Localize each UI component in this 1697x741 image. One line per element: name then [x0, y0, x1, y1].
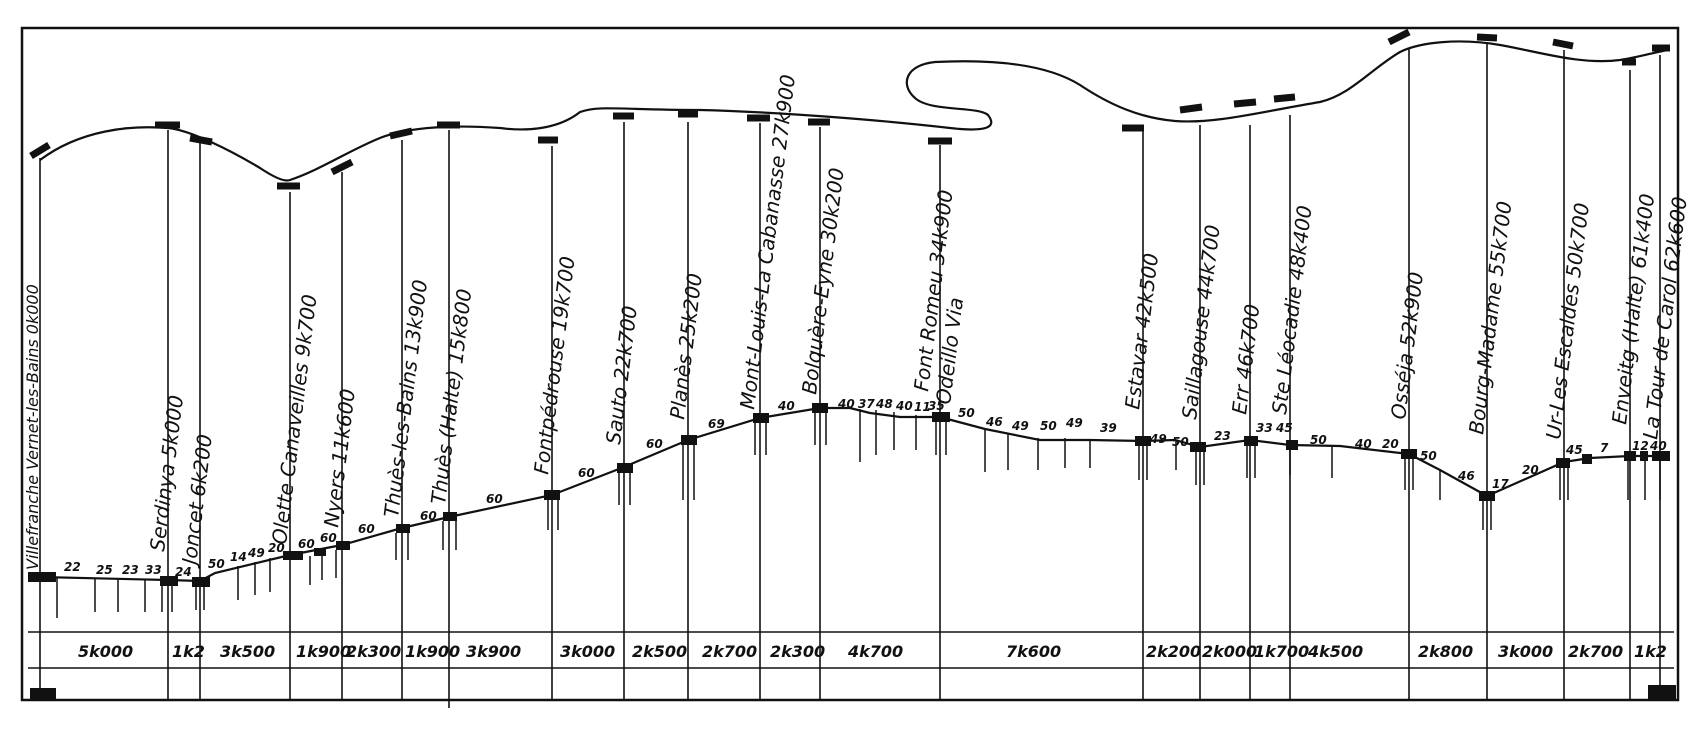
- station-label: Fontpédrouse 19k700: [529, 255, 580, 476]
- gradient-label: 33: [145, 563, 162, 577]
- distance-label: 1k700: [1254, 642, 1309, 661]
- gradient-label: 23: [122, 563, 139, 577]
- station-label: Mont-Louis-La Cabanasse 27k900: [735, 73, 800, 410]
- plan-station-markers: [29, 28, 1670, 190]
- gradient-label: 60: [320, 531, 337, 545]
- station-names: Villefranche Vernet-les-Bains 0k000 Serd…: [23, 73, 1692, 570]
- distance-label: 4k700: [847, 642, 903, 661]
- gradient-label: 22: [64, 560, 81, 574]
- gradient-label: 20: [268, 541, 285, 555]
- gradient-label: 49: [1065, 416, 1083, 430]
- gradient-label: 40: [1354, 437, 1372, 451]
- gradient-label: 49: [247, 546, 265, 560]
- gradient-label: 46: [1457, 469, 1475, 483]
- gradient-label: 48: [875, 397, 893, 411]
- station-label: Thuès-les-Bains 13k900: [379, 278, 432, 518]
- gradient-label: 40: [1649, 439, 1667, 453]
- station-label: Nyers 11k600: [319, 387, 360, 528]
- distance-label: 4k500: [1307, 642, 1363, 661]
- station-verticals: [39, 42, 1661, 708]
- gradient-label: 49: [1149, 432, 1167, 446]
- distance-label: 2k300: [346, 642, 401, 661]
- gradient-label: 45: [1565, 443, 1583, 457]
- gradient-label: 60: [358, 522, 375, 536]
- gradient-label: 40: [837, 397, 855, 411]
- gradient-label: 23: [1214, 429, 1231, 443]
- gradient-label: 50: [958, 406, 975, 420]
- gradient-labels: 22 25 23 33 24 50 14 49 20 60 60 60 60 6…: [64, 397, 1667, 579]
- gradient-label: 50: [1040, 419, 1057, 433]
- gradient-label: 40: [777, 399, 795, 413]
- distance-label: 3k500: [220, 642, 275, 661]
- gradient-label: 14: [230, 550, 247, 564]
- gradient-label: 33: [1256, 421, 1273, 435]
- distance-label: 1k2: [1634, 642, 1667, 661]
- distance-band: 5k000 1k2 3k500 1k900 2k300 1k900 3k900 …: [78, 642, 1667, 661]
- station-label: Planès 25k200: [665, 272, 707, 421]
- distance-label: 1k2: [172, 642, 205, 661]
- station-label: Estavar 42k500: [1120, 252, 1163, 411]
- station-label: Saillagouse 44k700: [1177, 223, 1225, 420]
- gradient-label: 49: [1011, 419, 1029, 433]
- distance-label: 2k000: [1202, 642, 1257, 661]
- gradient-label: 35: [928, 399, 945, 413]
- distance-label: 5k000: [78, 642, 133, 661]
- distance-label: 2k800: [1418, 642, 1473, 661]
- distance-label: 1k900: [405, 642, 460, 661]
- distance-label: 3k900: [466, 642, 521, 661]
- distance-label: 2k300: [770, 642, 825, 661]
- gradient-label: 50: [1420, 449, 1437, 463]
- station-label: Bolquère-Eyne 30k200: [797, 166, 849, 395]
- gradient-label: 24: [175, 565, 192, 579]
- gradient-label: 60: [420, 509, 437, 523]
- gradient-label: 39: [1100, 421, 1117, 435]
- station-label: Osséja 52k900: [1386, 271, 1428, 421]
- gradient-label: 50: [1172, 435, 1189, 449]
- gradient-label: 50: [1310, 433, 1327, 447]
- gradient-label: 11: [914, 400, 931, 414]
- distance-label: 2k700: [1568, 642, 1623, 661]
- gradient-label: 46: [985, 415, 1003, 429]
- distance-label: 3k000: [560, 642, 615, 661]
- station-label: Thuès (Halte) 15k800: [426, 287, 476, 505]
- gradient-label: 20: [1382, 437, 1399, 451]
- gradient-ticks: [56, 409, 1661, 618]
- distance-label: 1k900: [296, 642, 351, 661]
- gradient-label: 37: [858, 397, 875, 411]
- gradient-label: 17: [1492, 477, 1509, 491]
- gradient-label: 12: [1632, 439, 1649, 453]
- gradient-label: 45: [1275, 421, 1293, 435]
- gradient-label: 50: [208, 557, 225, 571]
- distance-label: 2k500: [632, 642, 687, 661]
- frame: [20, 26, 1680, 702]
- gradient-label: 69: [708, 417, 725, 431]
- station-label: Sauto 22k700: [601, 304, 642, 445]
- distance-label: 2k200: [1146, 642, 1201, 661]
- station-label: Ste Léocadie 48k400: [1267, 204, 1316, 416]
- station-label: Ur-Les Escaldes 50k700: [1541, 201, 1594, 440]
- station-label: Villefranche Vernet-les-Bains 0k000: [23, 284, 42, 570]
- gradient-label: 20: [1522, 463, 1539, 477]
- gradient-label: 25: [96, 563, 113, 577]
- distance-label: 7k600: [1006, 642, 1061, 661]
- station-label: Olette Canaveilles 9k700: [267, 293, 321, 546]
- gradient-label: 7: [1600, 441, 1609, 455]
- gradient-label: 60: [298, 537, 315, 551]
- gradient-label: 60: [578, 466, 595, 480]
- plan-line: [39, 40, 1669, 182]
- profile-station-blocks: [28, 403, 1676, 700]
- distance-label: 2k700: [702, 642, 757, 661]
- station-label: Err 46k700: [1227, 303, 1264, 416]
- gradient-label: 60: [646, 437, 663, 451]
- gradient-label: 40: [895, 399, 913, 413]
- station-label: Bourg-Madame 55k700: [1464, 200, 1516, 436]
- gradient-label: 60: [486, 492, 503, 506]
- station-label: Joncet 6k200: [177, 433, 217, 570]
- distance-label: 3k000: [1498, 642, 1553, 661]
